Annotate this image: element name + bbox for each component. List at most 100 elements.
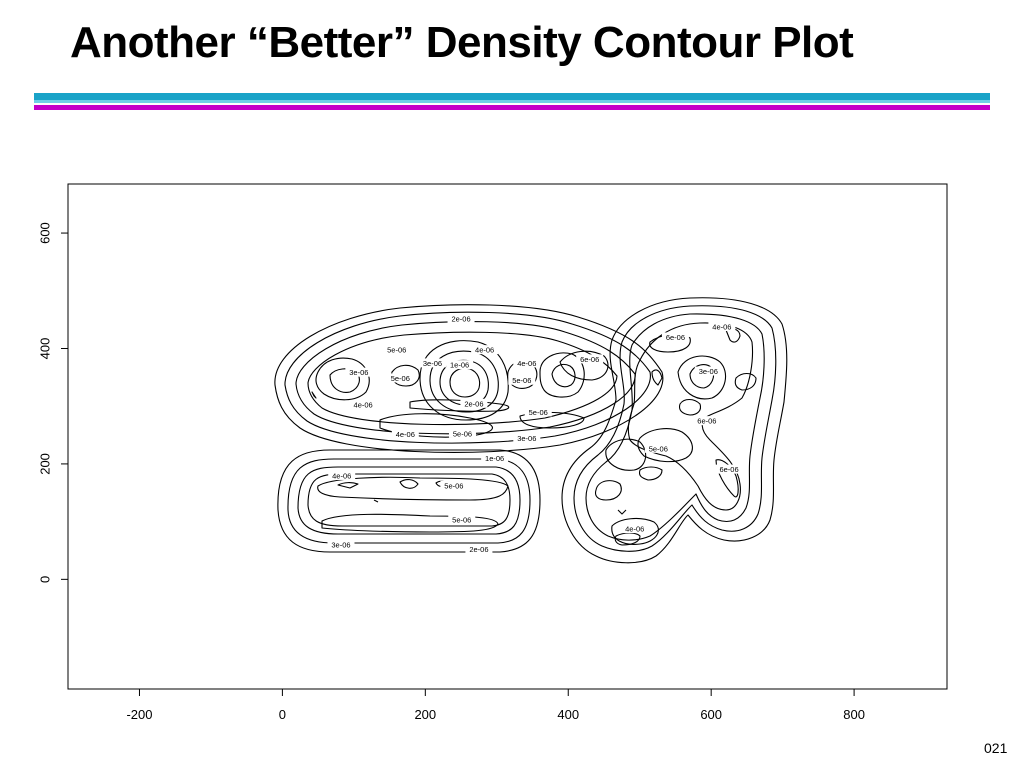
contour-label: 5e-06 [440,480,468,490]
contour-label-background [576,354,604,364]
y-tick-label: 400 [37,338,52,360]
contour-label-text: 3e-06 [331,541,350,550]
contour-label-text: 5e-06 [453,429,472,438]
contour-line [297,466,521,535]
contour-label-background [693,416,721,426]
y-tick-label: 200 [37,453,52,475]
contour-label-text: 5e-06 [387,346,406,355]
contour-label-text: 4e-06 [475,346,494,355]
contour-line [317,476,509,501]
contour-label: 4e-06 [621,524,649,534]
contour-line [315,357,370,401]
contour-label-text: 4e-06 [354,400,373,409]
contour-label: 3e-06 [513,433,541,443]
contour-label-text: 3e-06 [423,359,442,368]
contour-label-background [644,443,672,453]
contour-label: 5e-06 [644,443,672,453]
x-tick-label: 400 [557,707,579,722]
x-tick-label: 800 [843,707,865,722]
contour-line [539,352,585,398]
contour-lines [274,297,788,564]
contour-label-background [708,322,736,332]
plot-frame [67,183,948,690]
contour-label: 2e-06 [447,313,475,323]
contour-label-text: 2e-06 [451,314,470,323]
contour-label-text: 1e-06 [450,361,469,370]
contour-line [638,466,663,481]
contour-label-background [621,524,649,534]
contour-label: 5e-06 [448,428,476,438]
contour-label: 1e-06 [446,360,474,370]
contour-label-background [460,398,488,408]
contour-label-background [513,433,541,443]
contour-label-background [481,453,509,463]
contour-label-text: 5e-06 [512,376,531,385]
contour-label: 4e-06 [349,399,377,409]
contour-label-background [448,514,476,524]
x-tick-label: 200 [414,707,436,722]
contour-label: 5e-06 [383,345,411,355]
contour-label-background [448,428,476,438]
title-rule-magenta [34,105,990,110]
contour-line [559,350,609,381]
contour-line [373,499,379,503]
contour-line [651,369,663,386]
contour-line [605,438,647,471]
contour-label: 6e-06 [661,332,689,342]
contour-line [734,372,757,391]
contour-label-text: 5e-06 [649,444,668,453]
contour-label: 6e-06 [693,416,721,426]
contour-label-text: 5e-06 [391,374,410,383]
page-number: 021 [984,740,1008,756]
contour-label-text: 6e-06 [580,355,599,364]
contour-label-background [661,332,689,342]
contour-label-text: 5e-06 [529,408,548,417]
contour-line [637,428,693,463]
contour-line [329,368,360,393]
contour-label-background [447,313,475,323]
contour-line [287,458,531,544]
contour-label: 6e-06 [715,464,743,474]
contour-label-background [471,345,499,355]
contour-line [611,517,659,545]
contour-label-text: 3e-06 [517,434,536,443]
contour-label: 6e-06 [576,354,604,364]
contour-label-text: 4e-06 [625,525,644,534]
contour-label-text: 3e-06 [349,368,368,377]
contour-label-text: 5e-06 [452,515,471,524]
y-tick-label: 600 [37,222,52,244]
contour-label-background [508,375,536,385]
contour-label-text: 4e-06 [396,430,415,439]
contour-line [277,449,541,553]
contour-line [551,363,576,388]
contour-label-background [465,544,493,554]
contour-label: 3e-06 [694,366,722,376]
contour-label: 4e-06 [471,345,499,355]
contour-label-text: 2e-06 [469,545,488,554]
contour-label-background [345,367,373,377]
contour-label-background [386,373,414,383]
contour-line [715,459,739,498]
contour-label-background [391,429,419,439]
contour-label: 4e-06 [513,358,541,368]
contour-label-background [383,345,411,355]
x-tick-label: 0 [279,707,286,722]
contour-label-background [440,480,468,490]
contour-label-text: 4e-06 [517,359,536,368]
contour-label-background [418,358,446,368]
contour-label-text: 6e-06 [666,333,685,342]
contour-label-text: 5e-06 [444,481,463,490]
contour-labels: 2e-06 5e-06 3e-06 5e-06 4e-06 3e-06 1e-06 4e-06… [327,313,743,554]
contour-line [627,322,754,511]
contour-label: 1e-06 [481,453,509,463]
slide-title: Another “Better” Density Contour Plot [70,18,854,67]
contour-label-text: 6e-06 [719,465,738,474]
contour-label: 3e-06 [418,358,446,368]
contour-line [307,331,618,426]
contour-line [399,479,419,489]
y-tick-label: 0 [37,576,52,583]
contour-label-background [446,360,474,370]
contour-line [573,305,777,552]
contour-label: 4e-06 [328,470,356,480]
